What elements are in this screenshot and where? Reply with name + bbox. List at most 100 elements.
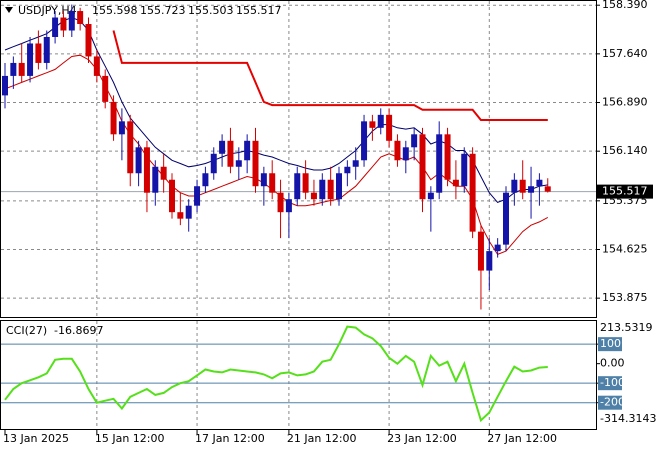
candle-body	[452, 179, 459, 187]
y-limit-label: -314.3143	[600, 412, 656, 425]
candle-body	[102, 75, 109, 102]
y-limit-label: 213.5319	[600, 321, 653, 334]
y-tick-label: 158.390	[602, 0, 648, 11]
y-tick-label: 0.00	[600, 357, 625, 370]
candle-body	[294, 173, 301, 200]
candle-body	[85, 24, 92, 57]
candle-body	[227, 140, 234, 167]
candle-body	[427, 192, 434, 200]
candle-body	[93, 56, 100, 76]
candle-body	[235, 160, 242, 167]
x-tick-label: 27 Jan 12:00	[487, 432, 557, 445]
candle-body	[494, 244, 501, 252]
y-tick-label: 157.640	[602, 47, 648, 60]
candle-body	[544, 186, 551, 192]
candle-body	[35, 43, 42, 63]
candle-body	[477, 231, 484, 271]
candle-body	[252, 140, 259, 187]
candle-body	[10, 62, 17, 76]
candle-body	[160, 166, 167, 180]
x-tick-label: 21 Jan 12:00	[287, 432, 357, 445]
candle-body	[185, 205, 192, 219]
x-tick-label: 23 Jan 12:00	[387, 432, 457, 445]
candle-body	[386, 114, 393, 141]
candle-body	[369, 121, 376, 128]
candle-body	[152, 166, 159, 193]
candle-body	[219, 140, 226, 154]
candle-body	[60, 17, 67, 31]
candle-body	[511, 179, 518, 193]
x-tick-label: 13 Jan 2025	[3, 432, 69, 445]
candle-body	[394, 140, 401, 161]
chart-title: USDJPY,H4	[18, 4, 77, 17]
candle-body	[361, 121, 368, 161]
candle-body	[202, 173, 209, 187]
candle-body	[503, 192, 509, 245]
candle-body	[27, 43, 34, 76]
candle-body	[135, 147, 142, 174]
candle-body	[110, 101, 117, 135]
candle-body	[486, 251, 493, 271]
candle-body	[194, 186, 201, 206]
ohlc-value: 155.723	[140, 4, 186, 17]
candle-body	[436, 134, 443, 193]
candle-body	[344, 166, 351, 174]
ohlc-value: 155.503	[188, 4, 234, 17]
candle-body	[260, 173, 267, 187]
y-tick-label: 156.890	[602, 96, 648, 109]
candle-body	[319, 179, 326, 200]
candle-body	[18, 62, 25, 76]
candle-body	[177, 212, 184, 219]
candle-body	[536, 179, 543, 187]
candle-body	[169, 179, 175, 213]
y-tick-label: -200	[600, 396, 625, 409]
candle-body	[118, 121, 125, 135]
candle-body	[285, 199, 292, 213]
y-tick-label: 153.875	[602, 291, 648, 304]
candle-body	[244, 140, 251, 161]
candle-body	[2, 75, 8, 96]
indicator-line	[112, 30, 548, 121]
collapse-icon	[5, 7, 13, 13]
candle-body	[469, 153, 476, 232]
candle-body	[143, 147, 150, 193]
price-pane	[0, 0, 597, 318]
level-box	[598, 376, 622, 391]
candle-body	[43, 36, 50, 63]
cci-title: CCI(27)	[6, 324, 47, 337]
x-tick-label: 15 Jan 12:00	[95, 432, 165, 445]
candle-body	[77, 11, 84, 25]
level-box	[598, 337, 622, 352]
candle-body	[327, 179, 334, 200]
y-tick-label: -100	[600, 376, 625, 389]
candle-body	[528, 186, 535, 193]
cci-value: -16.8697	[54, 324, 103, 337]
cci-pane	[0, 320, 597, 430]
candle-body	[210, 153, 217, 174]
candle-body	[444, 134, 451, 180]
candle-body	[310, 192, 317, 200]
ohlc-value: 155.517	[236, 4, 282, 17]
candle-body	[52, 17, 59, 37]
candle-body	[461, 153, 468, 187]
candle-body	[377, 114, 384, 128]
cci-line	[4, 325, 548, 423]
candle-body	[277, 192, 284, 213]
candle-body	[352, 160, 359, 167]
candle-body	[411, 134, 418, 148]
candle-body	[302, 173, 309, 193]
x-tick-label: 17 Jan 12:00	[195, 432, 265, 445]
y-tick-label: 100	[600, 337, 621, 350]
level-box	[598, 395, 622, 410]
y-tick-label: 154.625	[602, 242, 648, 255]
candle-body	[127, 121, 134, 174]
candle-body	[269, 173, 276, 193]
candle-body	[519, 179, 526, 193]
indicator-line	[4, 16, 548, 203]
ohlc-value: 155.598	[92, 4, 138, 17]
current-price-label: 155.517	[602, 185, 648, 198]
current-price-box	[597, 184, 653, 199]
candle-body	[419, 134, 426, 200]
candle-body	[68, 11, 75, 31]
